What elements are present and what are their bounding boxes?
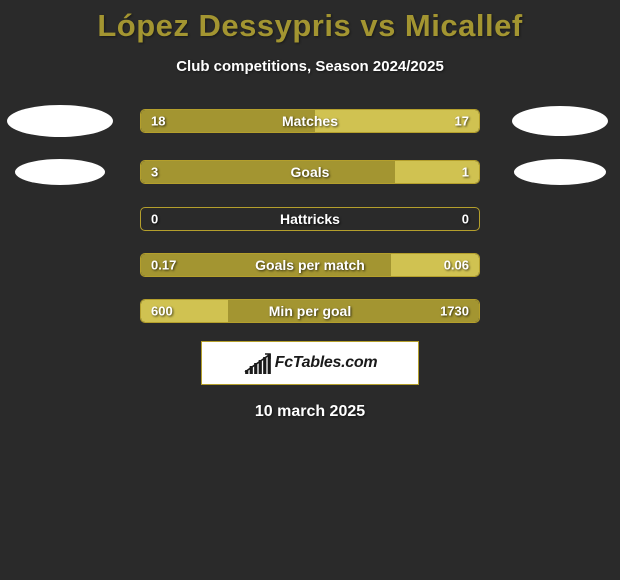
stat-row: 600 1730 Min per goal — [0, 299, 620, 323]
date-text: 10 march 2025 — [0, 403, 620, 421]
bar-chart-icon — [243, 352, 273, 374]
stat-value-left: 3 — [151, 165, 158, 180]
stat-value-left: 600 — [151, 304, 173, 319]
spacer — [0, 219, 1, 220]
stat-value-right: 17 — [455, 114, 469, 129]
spacer — [500, 311, 501, 312]
stat-label: Goals per match — [255, 257, 365, 273]
subtitle: Club competitions, Season 2024/2025 — [0, 58, 620, 75]
spacer — [500, 219, 501, 220]
stat-row: 0.17 0.06 Goals per match — [0, 253, 620, 277]
stat-label: Goals — [291, 164, 330, 180]
stat-bar: 0 0 Hattricks — [140, 207, 480, 231]
stat-row: 3 1 Goals — [0, 159, 620, 185]
stat-label: Hattricks — [280, 211, 340, 227]
stat-bar: 0.17 0.06 Goals per match — [140, 253, 480, 277]
stat-label: Min per goal — [269, 303, 351, 319]
stat-rows: 18 17 Matches 3 1 Goals 0 0 Hattricks 0.17 0.06 Goa… — [0, 105, 620, 323]
stat-value-left: 0.17 — [151, 258, 176, 273]
stat-value-right: 1 — [462, 165, 469, 180]
avatar-left — [15, 159, 105, 185]
stat-value-right: 0 — [462, 212, 469, 227]
page-title: López Dessypris vs Micallef — [0, 8, 620, 44]
avatar-right — [512, 106, 608, 136]
brand-text: FcTables.com — [275, 354, 378, 372]
stat-value-right: 0.06 — [444, 258, 469, 273]
stat-row: 18 17 Matches — [0, 105, 620, 137]
stat-label: Matches — [282, 113, 338, 129]
spacer — [0, 265, 1, 266]
stat-value-right: 1730 — [440, 304, 469, 319]
spacer — [500, 265, 501, 266]
spacer — [0, 311, 1, 312]
stat-bar: 18 17 Matches — [140, 109, 480, 133]
comparison-infographic: López Dessypris vs Micallef Club competi… — [0, 0, 620, 421]
stat-value-left: 0 — [151, 212, 158, 227]
stat-bar: 600 1730 Min per goal — [140, 299, 480, 323]
stat-value-left: 18 — [151, 114, 165, 129]
stat-fill-left — [141, 161, 395, 183]
brand-badge: FcTables.com — [201, 341, 419, 385]
avatar-left — [7, 105, 113, 137]
stat-bar: 3 1 Goals — [140, 160, 480, 184]
stat-row: 0 0 Hattricks — [0, 207, 620, 231]
avatar-right — [514, 159, 606, 185]
